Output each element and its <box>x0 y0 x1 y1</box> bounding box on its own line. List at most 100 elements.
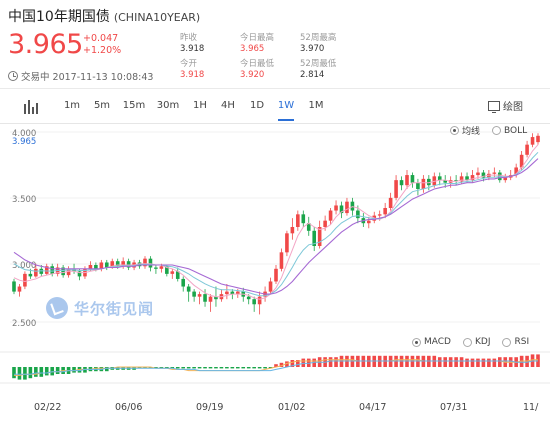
candle-body <box>432 176 437 186</box>
draw-label: 绘图 <box>503 102 523 113</box>
macd-bar <box>72 367 76 373</box>
macd-bar <box>470 358 475 367</box>
indicator-kdj-option[interactable]: KDJ <box>462 337 490 347</box>
macd-bar <box>328 357 333 367</box>
candle <box>154 265 158 274</box>
clock-icon <box>8 71 18 81</box>
candle-body <box>366 220 371 224</box>
candle <box>399 176 404 191</box>
candle <box>508 170 513 181</box>
overlay-boll-option[interactable]: BOLL <box>492 126 527 136</box>
tab-1m[interactable]: 1m <box>63 100 81 111</box>
candle-body <box>454 180 458 182</box>
tab-15m[interactable]: 15m <box>122 100 146 111</box>
candle <box>383 202 387 219</box>
macd-bar <box>246 367 251 369</box>
instrument-title: 中国10年期国债 <box>8 9 110 25</box>
tab-1d[interactable]: 1D <box>249 100 265 111</box>
candle <box>61 265 65 278</box>
quote-label: 今日最低 <box>240 59 275 69</box>
candle-body <box>356 210 360 219</box>
tab-1w[interactable]: 1W <box>277 100 295 111</box>
candle <box>405 170 409 189</box>
macd-bar <box>459 357 464 367</box>
macd-bar <box>274 364 278 367</box>
candle-body <box>285 233 289 253</box>
overlay-label: BOLL <box>504 125 528 136</box>
candle-body <box>481 172 486 178</box>
macd-bar <box>34 367 38 377</box>
candle-body <box>459 176 464 182</box>
macd-bar <box>175 367 180 369</box>
candle-body <box>99 262 104 269</box>
candle <box>126 258 131 271</box>
overlay-ma-option[interactable]: 均线 <box>450 124 480 137</box>
candle-body <box>94 265 98 269</box>
candle-body <box>115 261 120 267</box>
macd-bar <box>257 367 262 369</box>
indicator-macd-option[interactable]: MACD <box>412 337 451 347</box>
header-divider <box>0 88 550 89</box>
y-tick-label: 4.000 <box>12 129 36 139</box>
candle-body <box>323 220 327 227</box>
candle-body <box>476 172 480 176</box>
candle-body <box>88 265 93 269</box>
instrument-code: (CHINA10YEAR) <box>113 11 201 24</box>
candle-body <box>148 258 153 268</box>
candle <box>12 278 16 295</box>
macd-bar <box>279 362 284 367</box>
candle-body <box>530 137 535 145</box>
quote-label: 今日最高 <box>240 33 275 43</box>
candle-body <box>181 278 186 287</box>
candle <box>416 178 420 196</box>
tab-1h[interactable]: 1H <box>193 100 207 111</box>
indicator-settings-icon[interactable] <box>24 100 38 114</box>
candle-body <box>268 281 273 292</box>
draw-button[interactable]: 绘图 <box>488 98 523 113</box>
candle-body <box>377 214 382 216</box>
candlestick-series <box>12 133 540 315</box>
indicator-rsi-option[interactable]: RSI <box>502 337 529 347</box>
candle-body <box>39 268 44 274</box>
candle-body <box>225 291 229 295</box>
candle <box>525 140 529 158</box>
candle-body <box>296 214 300 227</box>
candle <box>175 267 180 282</box>
quote-label: 今开 <box>180 59 198 69</box>
watermark-text: 华尔街见闻 <box>74 299 155 318</box>
candle-body <box>519 154 524 168</box>
indicator-label: RSI <box>514 337 530 347</box>
x-tick-label: 09/19 <box>196 402 223 413</box>
candle-body <box>165 266 169 274</box>
candle <box>465 172 469 183</box>
macd-bar <box>437 357 442 367</box>
candle-body <box>170 271 175 274</box>
candle <box>394 175 398 201</box>
macd-bar <box>214 367 218 369</box>
chart-toolbar: 1m 5m 15m 30m 1H 4H 1D 1W 1M 绘图 <box>0 89 550 123</box>
candle <box>334 200 338 215</box>
candle-body <box>279 252 284 269</box>
candle-body <box>427 178 431 186</box>
tab-30m[interactable]: 30m <box>156 100 180 111</box>
tab-1mo[interactable]: 1M <box>308 100 324 111</box>
candle-body <box>66 268 71 276</box>
candle-body <box>503 177 508 181</box>
candle-body <box>405 175 409 186</box>
candle <box>208 294 213 312</box>
macd-bar <box>235 367 240 369</box>
x-tick-label: 07/31 <box>440 402 467 413</box>
tab-4h[interactable]: 4H <box>221 100 235 111</box>
radio-icon <box>492 126 502 135</box>
x-tick-label: 11/ <box>523 402 539 413</box>
candle <box>328 208 333 225</box>
current-price: 3.965 <box>8 29 83 60</box>
candle-body <box>110 261 115 268</box>
candle-body <box>77 271 82 277</box>
macd-bar <box>197 367 202 369</box>
macd-bar <box>454 357 458 367</box>
quote-value: 2.814 <box>300 70 325 80</box>
tab-5m[interactable]: 5m <box>93 100 111 111</box>
indicator-label: MACD <box>424 337 451 347</box>
